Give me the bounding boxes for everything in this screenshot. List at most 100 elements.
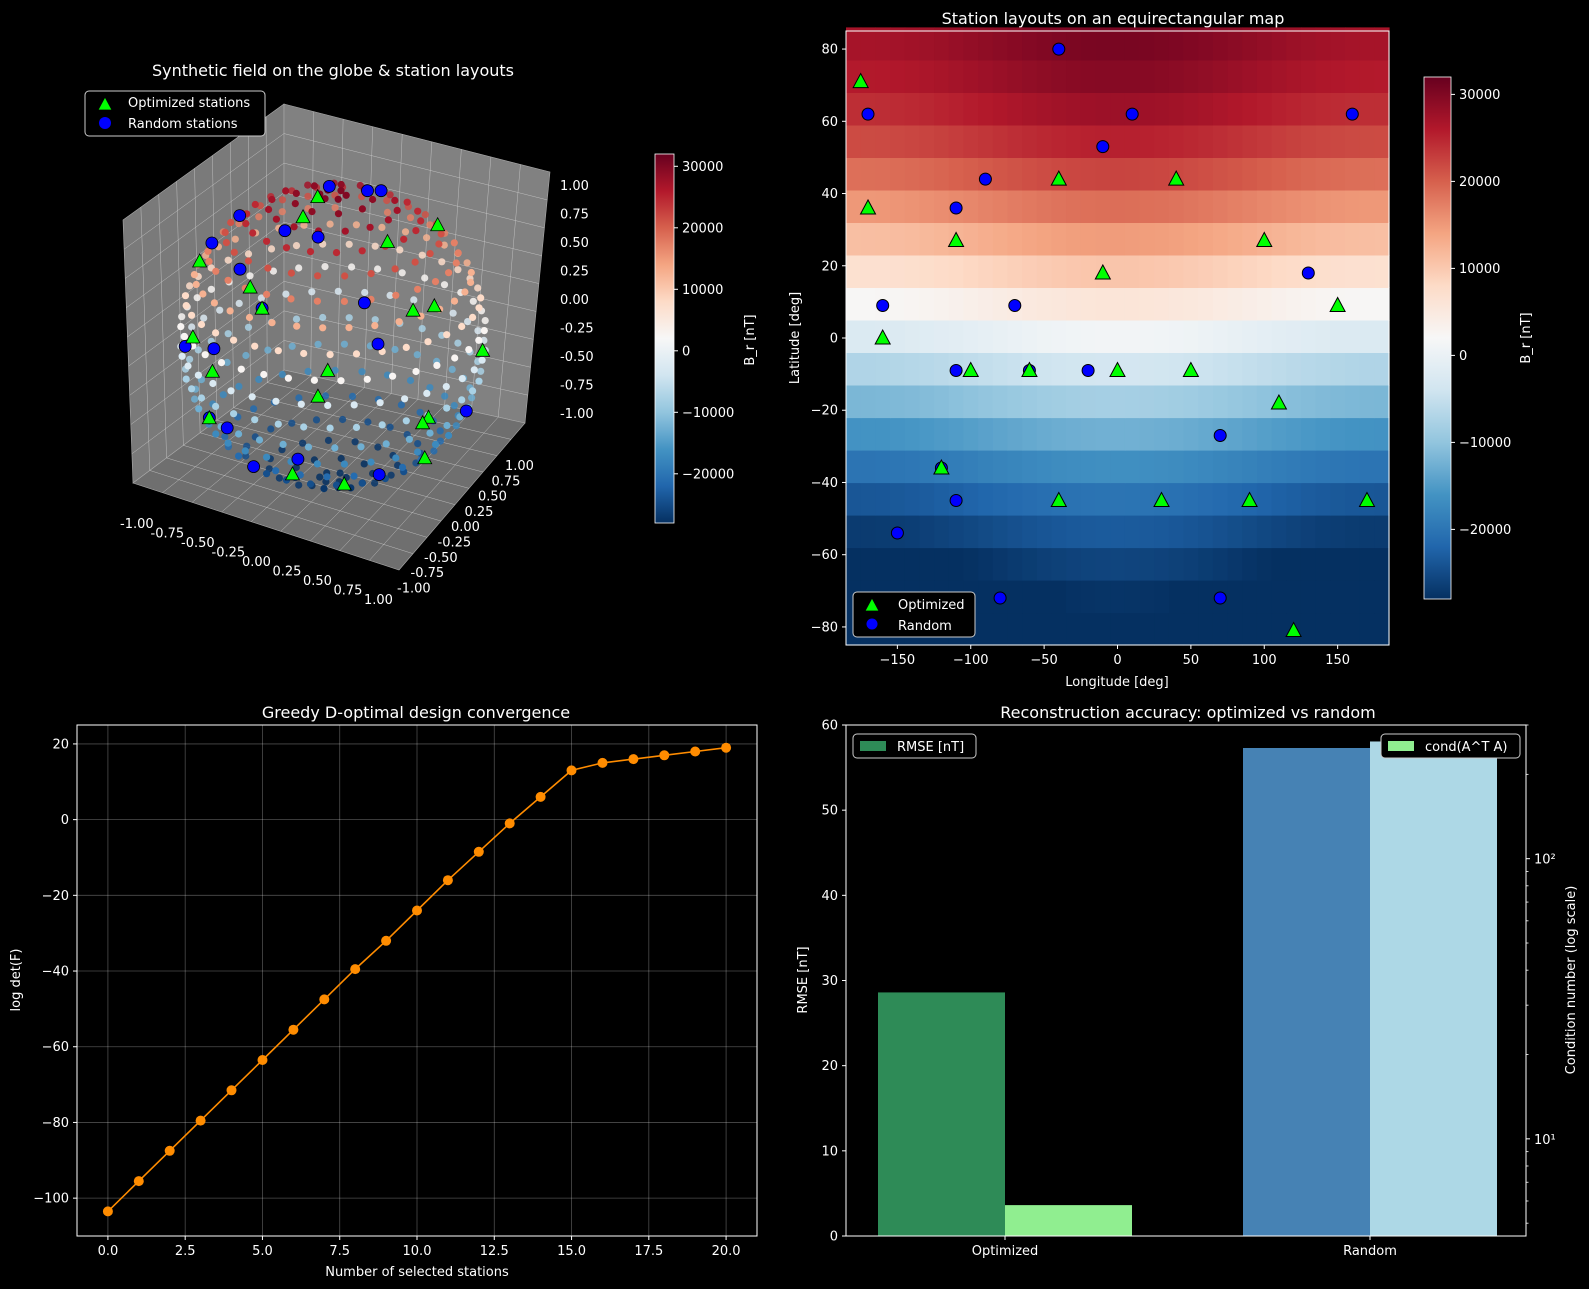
optimized-station-marker: [1021, 361, 1038, 378]
heatmap-cell: [1066, 222, 1082, 256]
map-legend-optimized-label: Optimized: [898, 598, 965, 613]
field-point: [340, 297, 348, 305]
accuracy-y-tick-label: 60: [821, 719, 838, 734]
field-point: [304, 443, 313, 451]
heatmap-cell: [1330, 482, 1346, 516]
heatmap-cell: [1256, 124, 1273, 158]
field-point: [310, 182, 318, 190]
field-point: [178, 313, 186, 321]
heatmap-cell: [1271, 27, 1287, 61]
globe-y-tick-label: 0.75: [492, 474, 521, 489]
heatmap-cell: [992, 287, 1009, 321]
heatmap-cell: [1007, 124, 1023, 158]
field-point: [389, 372, 397, 380]
heatmap-cell: [1300, 157, 1317, 191]
heatmap-cell: [1227, 385, 1243, 419]
field-point: [371, 479, 379, 487]
heatmap-cell: [1374, 612, 1390, 646]
heatmap-cell: [890, 352, 906, 386]
heatmap-cell: [919, 319, 935, 353]
heatmap-cell: [1095, 59, 1111, 93]
heatmap-cell: [904, 27, 920, 61]
legend-rmse-label: RMSE [nT]: [897, 740, 964, 755]
field-point: [450, 239, 458, 247]
optimized-station-marker: [1167, 170, 1185, 186]
map-x-label: Longitude [deg]: [1065, 675, 1168, 690]
heatmap-cell: [1051, 92, 1067, 126]
random-station-marker: [1052, 42, 1066, 56]
globe-x-tick-label: 0.75: [334, 584, 363, 599]
field-point: [392, 454, 400, 462]
optimized-station-marker: [1270, 393, 1288, 410]
heatmap-cell: [1183, 287, 1199, 321]
heatmap-cell: [860, 385, 876, 419]
map-x-tick-label: 100: [1252, 653, 1277, 668]
heatmap-cell: [1256, 547, 1273, 581]
heatmap-cell: [963, 417, 979, 451]
optimized-station-marker: [933, 458, 950, 475]
convergence-x-tick-label: 20.0: [712, 1244, 741, 1259]
heatmap-cell: [992, 612, 1009, 646]
field-point: [292, 463, 300, 472]
field-point: [337, 187, 345, 195]
heatmap-cell: [1168, 385, 1185, 419]
heatmap-cell: [890, 417, 906, 451]
field-point: [371, 242, 379, 250]
heatmap-cell: [1036, 157, 1053, 191]
heatmap-cell: [1256, 157, 1273, 191]
heatmap-cell: [1095, 385, 1111, 419]
optimized-station-marker: [204, 363, 221, 378]
field-point: [219, 391, 227, 399]
heatmap-cell: [1183, 385, 1199, 419]
field-point: [191, 395, 199, 403]
heatmap-cell: [1022, 124, 1038, 158]
heatmap-cell: [1110, 547, 1126, 581]
heatmap-cell: [934, 417, 950, 451]
heatmap-cell: [1198, 319, 1214, 353]
field-point: [224, 439, 232, 447]
heatmap-cell: [1095, 189, 1111, 223]
globe-z-tick-label: -0.50: [560, 350, 594, 365]
heatmap-cell: [1183, 319, 1199, 353]
map-y-tick-label: −80: [811, 620, 838, 635]
heatmap-cell: [992, 352, 1009, 386]
heatmap-cell: [1139, 254, 1155, 288]
convergence-y-tick-label: 0: [61, 813, 69, 828]
heatmap-cell: [875, 547, 891, 581]
heatmap-cell: [1286, 352, 1302, 386]
field-point: [430, 447, 438, 455]
heatmap-cell: [1212, 189, 1229, 223]
random-station-marker: [1096, 140, 1110, 154]
optimized-station-marker: [201, 409, 217, 425]
heatmap-cell: [1124, 189, 1141, 223]
map-y-tick-label: 20: [821, 259, 838, 274]
field-point: [340, 460, 348, 468]
heatmap-cell: [1330, 547, 1346, 581]
globe-y-tick-label: -0.25: [438, 536, 472, 551]
heatmap-cell: [1359, 352, 1375, 386]
field-point: [188, 385, 196, 393]
field-point: [244, 323, 253, 331]
heatmap-cell: [1198, 515, 1214, 549]
heatmap-cell: [992, 482, 1009, 516]
heatmap-cell: [1374, 287, 1390, 321]
field-point: [384, 216, 392, 224]
field-point: [263, 470, 271, 478]
heatmap-cell: [890, 254, 906, 288]
heatmap-cell: [978, 27, 994, 61]
field-point: [197, 394, 206, 402]
field-point: [295, 394, 303, 402]
heatmap-cell: [846, 515, 862, 549]
convergence-panel: Greedy D-optimal design convergence 0.0 2…: [9, 703, 758, 1280]
globe-axis-ticks: 1.000.750.500.250.00-0.25-0.50-0.75-1.00…: [120, 179, 594, 608]
heatmap-cell: [1300, 417, 1317, 451]
heatmap-cell: [1066, 352, 1082, 386]
heatmap-cell: [904, 482, 920, 516]
field-point: [418, 325, 426, 333]
field-point: [227, 387, 235, 395]
heatmap-cell: [1168, 254, 1185, 288]
field-point: [443, 404, 451, 412]
heatmap-cell: [1212, 385, 1229, 419]
heatmap-cell: [1139, 482, 1155, 516]
heatmap-cell: [1242, 450, 1258, 484]
